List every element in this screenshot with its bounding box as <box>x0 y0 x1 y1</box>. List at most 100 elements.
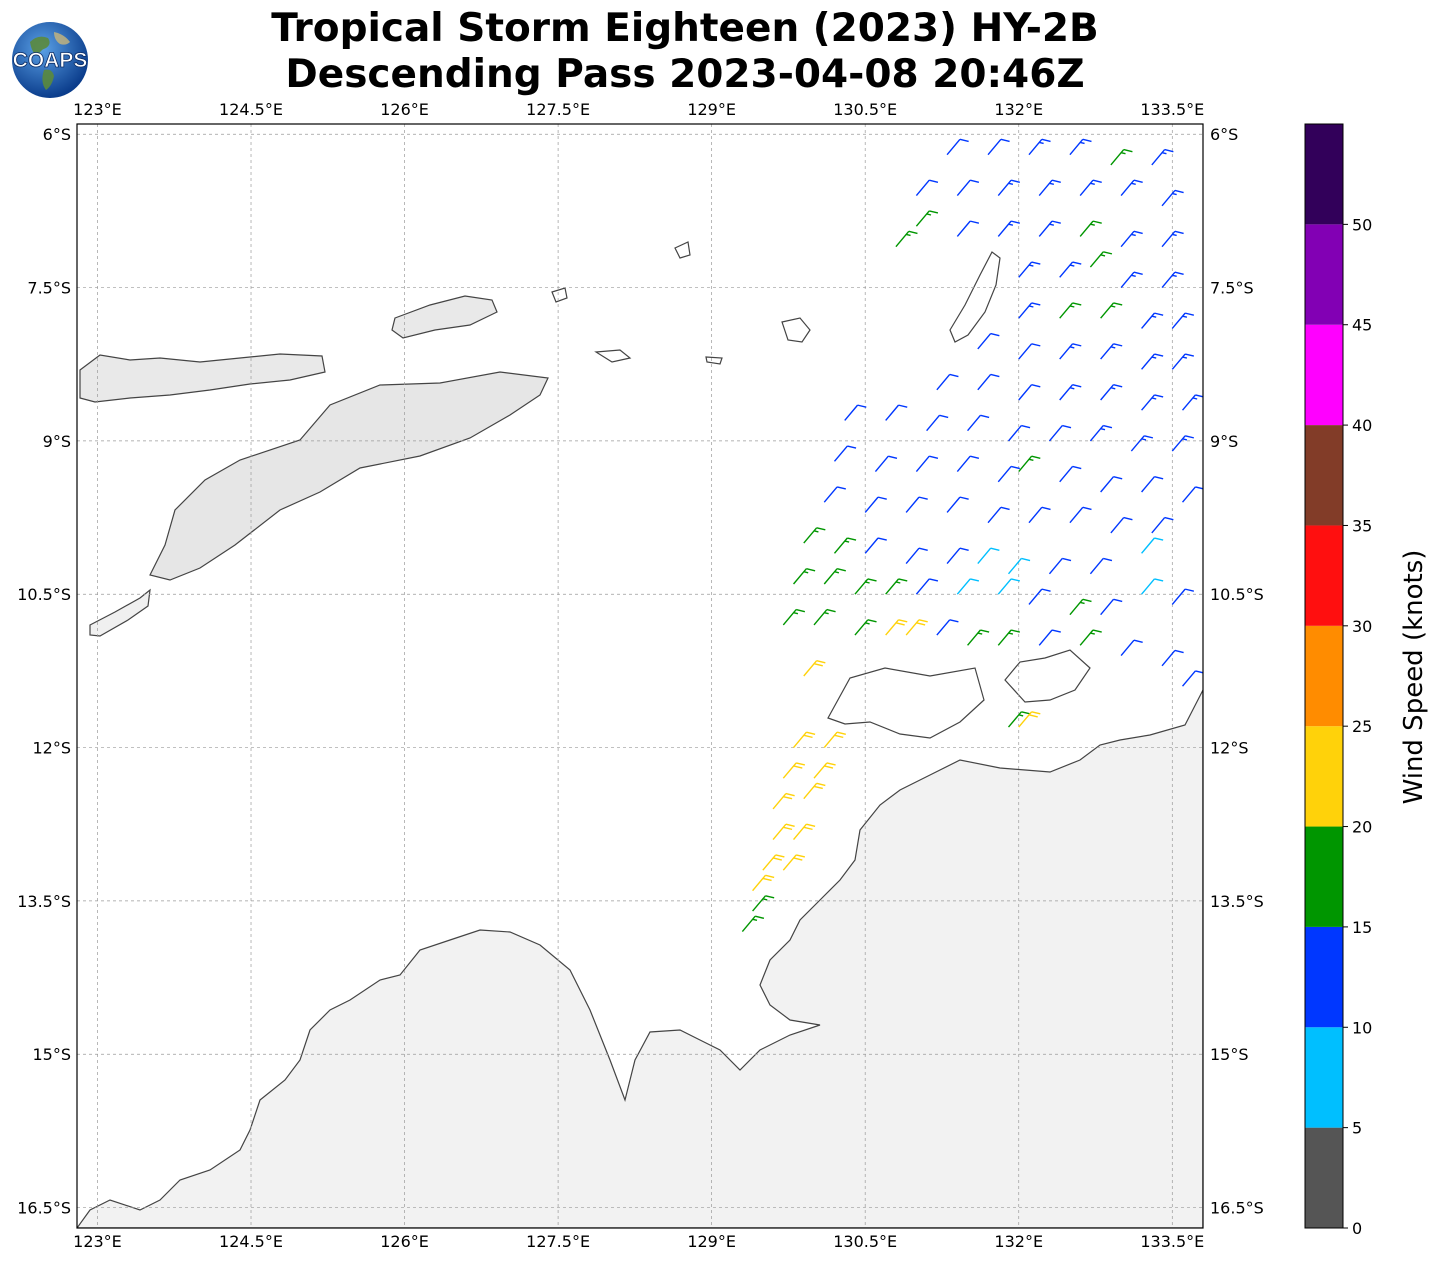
wind-barb <box>967 629 990 646</box>
tiwi-islands <box>827 667 985 739</box>
title-line-1: Tropical Storm Eighteen (2023) HY-2B <box>271 6 1099 51</box>
wind-barb <box>772 823 795 841</box>
wind-barb <box>977 547 1000 565</box>
wind-barb <box>977 373 1000 391</box>
lat-label-right: 10.5°S <box>1210 585 1264 604</box>
wind-barb <box>1059 261 1082 278</box>
lat-label-left: 9°S <box>43 432 71 451</box>
wind-barb <box>1100 302 1123 319</box>
lat-label-right: 7.5°S <box>1210 279 1254 298</box>
lat-label-left: 10.5°S <box>17 585 71 604</box>
wind-barb <box>762 854 785 871</box>
colorbar-tick-label: 5 <box>1352 1119 1362 1138</box>
land-layer <box>77 241 1203 1228</box>
colorbar-bin <box>1305 926 1343 1028</box>
wind-barb <box>956 220 980 237</box>
wind-barb <box>793 567 816 585</box>
colorbar-tick-label: 40 <box>1352 416 1372 435</box>
wind-barb <box>1048 424 1072 442</box>
babar-island <box>781 317 811 343</box>
colorbar-bin <box>1305 124 1343 225</box>
lat-label-right: 9°S <box>1210 432 1238 451</box>
wind-barb <box>1141 578 1164 595</box>
wind-barb <box>1069 506 1092 524</box>
wind-barb <box>1028 506 1051 524</box>
colorbar-tick-label: 10 <box>1352 1018 1372 1037</box>
wind-barb <box>1161 649 1184 667</box>
colorbar-bin <box>1305 1027 1343 1128</box>
wind-barb <box>946 496 969 513</box>
wind-barb <box>833 445 857 462</box>
wind-barb <box>1028 138 1051 156</box>
wind-barb <box>915 455 939 473</box>
wind-barb <box>1161 271 1184 289</box>
lon-label-top: 130.5°E <box>833 100 897 119</box>
wind-barb <box>1120 271 1143 289</box>
colorbar-bin <box>1305 224 1343 325</box>
map-frame: 123°E 123°E 124.5°E 124.5°E 126°E 126°E 127.5°… <box>17 100 1264 1251</box>
wind-barb <box>1100 383 1123 401</box>
wind-barb <box>956 179 980 197</box>
wind-barb <box>946 138 969 156</box>
wind-barb <box>1151 148 1174 166</box>
wind-barb <box>895 230 918 248</box>
wind-barb <box>905 547 928 565</box>
lon-label-top: 132°E <box>994 100 1043 119</box>
wind-barb <box>854 578 877 595</box>
lat-label-right: 15°S <box>1210 1045 1249 1064</box>
colorbar: 0 5 10 15 20 25 30 35 40 45 50 <box>1304 123 1372 1238</box>
figure-title: Tropical Storm Eighteen (2023) HY-2B Des… <box>0 6 1370 98</box>
wetar-island <box>391 295 498 339</box>
wind-barb <box>1171 312 1195 329</box>
cobourg-peninsula <box>1004 649 1091 703</box>
wind-barb <box>1110 148 1133 166</box>
wind-barb <box>1141 312 1164 329</box>
colorbar-tick-label: 50 <box>1352 215 1372 234</box>
wind-barb <box>823 731 846 749</box>
wind-barb <box>1028 588 1051 605</box>
lat-label-left: 6°S <box>43 125 71 144</box>
colorbar-tick-label: 0 <box>1352 1219 1362 1238</box>
wind-barb <box>844 404 867 421</box>
lon-label-bottom: 124.5°E <box>219 1232 283 1251</box>
wind-barb <box>1161 230 1184 248</box>
wind-barb <box>782 854 806 871</box>
wind-barb <box>1120 639 1143 657</box>
wind-barb <box>1171 353 1195 370</box>
lon-label-bottom: 127.5°E <box>526 1232 590 1251</box>
wind-barb <box>1100 343 1123 360</box>
wind-barb <box>1089 424 1113 442</box>
colorbar-bin <box>1305 726 1343 827</box>
lat-label-left: 16.5°S <box>17 1199 71 1218</box>
wind-barb <box>1007 424 1031 442</box>
wind-barb <box>1141 394 1164 411</box>
colorbar-tick-label: 30 <box>1352 617 1372 636</box>
yamdena-island <box>949 251 1001 343</box>
small-island-3 <box>594 349 632 363</box>
wind-barb <box>915 210 939 227</box>
wind-barb <box>997 179 1020 197</box>
lon-label-bottom: 123°E <box>73 1232 122 1251</box>
wind-barb <box>1038 629 1061 646</box>
wind-barb <box>1018 455 1041 473</box>
wind-barb <box>793 731 816 749</box>
axis-tick-labels: 123°E 123°E 124.5°E 124.5°E 126°E 126°E 127.5°… <box>17 100 1264 1251</box>
lat-label-left: 12°S <box>32 739 71 758</box>
wind-barb <box>1069 598 1092 616</box>
gridlines <box>77 124 1203 1228</box>
wind-barb <box>874 455 898 473</box>
colorbar-tick-label: 25 <box>1352 717 1372 736</box>
wind-barb <box>1130 435 1154 452</box>
lon-label-bottom: 133.5°E <box>1140 1232 1204 1251</box>
wind-barb <box>782 762 806 779</box>
colorbar-bin <box>1305 1127 1343 1228</box>
lon-label-top: 126°E <box>380 100 429 119</box>
wind-barb <box>1038 220 1061 237</box>
wind-barb <box>1120 179 1143 197</box>
lon-label-top: 127.5°E <box>526 100 590 119</box>
wind-barb <box>905 496 928 513</box>
colorbar-border <box>1304 123 1344 1229</box>
wind-barb <box>864 537 887 554</box>
roti-island <box>89 588 151 637</box>
